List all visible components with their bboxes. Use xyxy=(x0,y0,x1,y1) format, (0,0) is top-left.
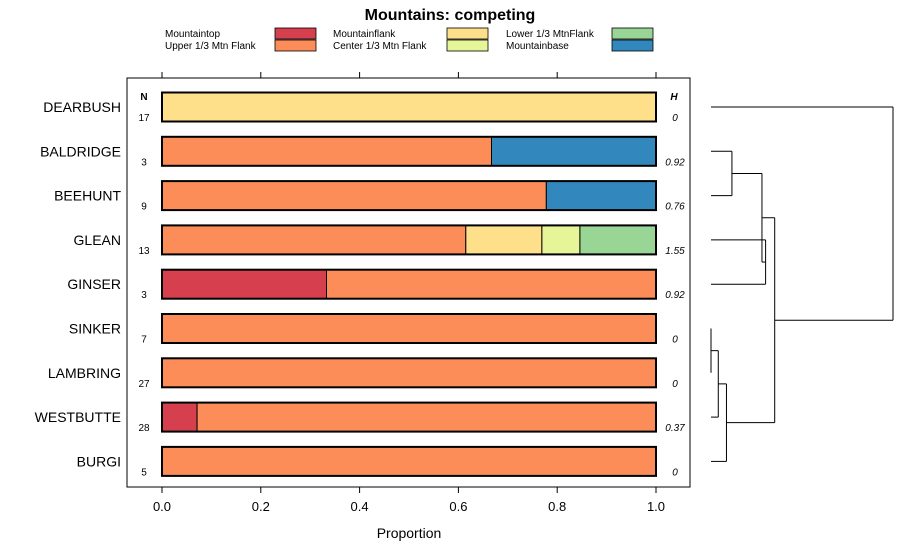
row-label: BALDRIDGE xyxy=(40,143,121,159)
bar-segment xyxy=(326,269,657,300)
bar-segment xyxy=(465,224,543,255)
row-label: WESTBUTTE xyxy=(35,409,121,425)
h-value: 1.55 xyxy=(665,246,685,257)
row-label: LAMBRING xyxy=(48,365,121,381)
bar-outline xyxy=(161,135,657,167)
h-value: 0.92 xyxy=(665,157,685,168)
dendrogram xyxy=(710,106,894,462)
bar-outline xyxy=(161,313,657,344)
bars xyxy=(161,91,657,477)
legend-label: Lower 1/3 MtnFlank xyxy=(506,29,595,40)
bar-segment xyxy=(541,224,581,255)
row-label: GLEAN xyxy=(74,232,121,248)
bar-segment xyxy=(161,313,657,344)
row-label: SINKER xyxy=(69,321,121,337)
bar-outline xyxy=(161,268,657,300)
n-value: 3 xyxy=(141,290,147,301)
h-value: 0 xyxy=(672,335,678,346)
legend-swatch xyxy=(611,27,654,40)
legend-swatch xyxy=(611,39,654,52)
bar-outline xyxy=(161,180,657,212)
h-value: 0 xyxy=(672,113,678,124)
plot-frame xyxy=(126,77,691,488)
x-tick-label: 0.4 xyxy=(351,499,369,514)
legend-label: Mountainflank xyxy=(333,29,396,40)
x-tick-label: 0.0 xyxy=(153,499,171,514)
bar-segment xyxy=(161,269,328,300)
n-value: 5 xyxy=(141,467,147,478)
row-label: DEARBUSH xyxy=(43,99,121,115)
bar-outline xyxy=(161,224,657,256)
legend-swatch xyxy=(446,39,489,52)
bar-outline xyxy=(161,401,657,433)
x-tick-label: 0.2 xyxy=(252,499,270,514)
n-value: 9 xyxy=(141,202,147,213)
bar-segment xyxy=(196,402,657,433)
bar-outline xyxy=(161,357,657,389)
n-header: N xyxy=(140,92,147,103)
h-value: 0.92 xyxy=(665,290,685,301)
chart-title: Mountains: competing xyxy=(365,7,536,24)
legend-swatch xyxy=(446,27,489,40)
x-tick-label: 0.6 xyxy=(449,499,467,514)
bar-segment xyxy=(161,224,467,255)
n-value: 7 xyxy=(141,335,147,346)
bar-outline xyxy=(161,445,657,477)
row-label: GINSER xyxy=(67,276,121,292)
legend-label: Upper 1/3 Mtn Flank xyxy=(165,41,257,52)
bar-segment xyxy=(161,136,492,167)
bar-segment xyxy=(161,180,547,211)
h-value: 0 xyxy=(672,379,678,390)
legend-label: Mountainbase xyxy=(506,41,569,52)
n-value: 27 xyxy=(138,379,150,390)
bar-outline xyxy=(161,91,657,123)
x-tick-label: 0.8 xyxy=(548,499,566,514)
x-tick-label: 1.0 xyxy=(647,499,665,514)
legend-swatch xyxy=(274,27,317,40)
legend-label: Center 1/3 Mtn Flank xyxy=(333,41,427,52)
n-value: 17 xyxy=(138,113,150,124)
legend-swatch xyxy=(274,39,317,52)
n-value: 28 xyxy=(138,423,150,434)
bar-segment xyxy=(490,136,657,167)
bar-segment xyxy=(579,224,657,255)
h-value: 0 xyxy=(672,467,678,478)
bar-segment xyxy=(161,92,657,122)
row-label: BURGI xyxy=(77,453,121,469)
x-axis: 0.0 0.2 0.4 0.6 0.8 1.0 xyxy=(153,72,665,514)
n-value: 3 xyxy=(141,157,147,168)
n-value: 13 xyxy=(138,246,150,257)
h-value: 0.37 xyxy=(665,423,685,434)
h-value: 0.76 xyxy=(665,202,685,213)
bar-segment xyxy=(545,180,657,211)
bar-segment xyxy=(161,446,657,477)
legend-label: Mountaintop xyxy=(165,29,220,40)
row-labels: DEARBUSH 17 0 BALDRIDGE 3 0.92 BEEHUNT 9 0.76 GLE… xyxy=(35,99,686,478)
row-label: BEEHUNT xyxy=(54,188,121,204)
bar-segment xyxy=(161,402,198,433)
x-axis-label: Proportion xyxy=(377,525,442,541)
h-header: H xyxy=(670,92,678,103)
bar-segment xyxy=(161,357,657,388)
